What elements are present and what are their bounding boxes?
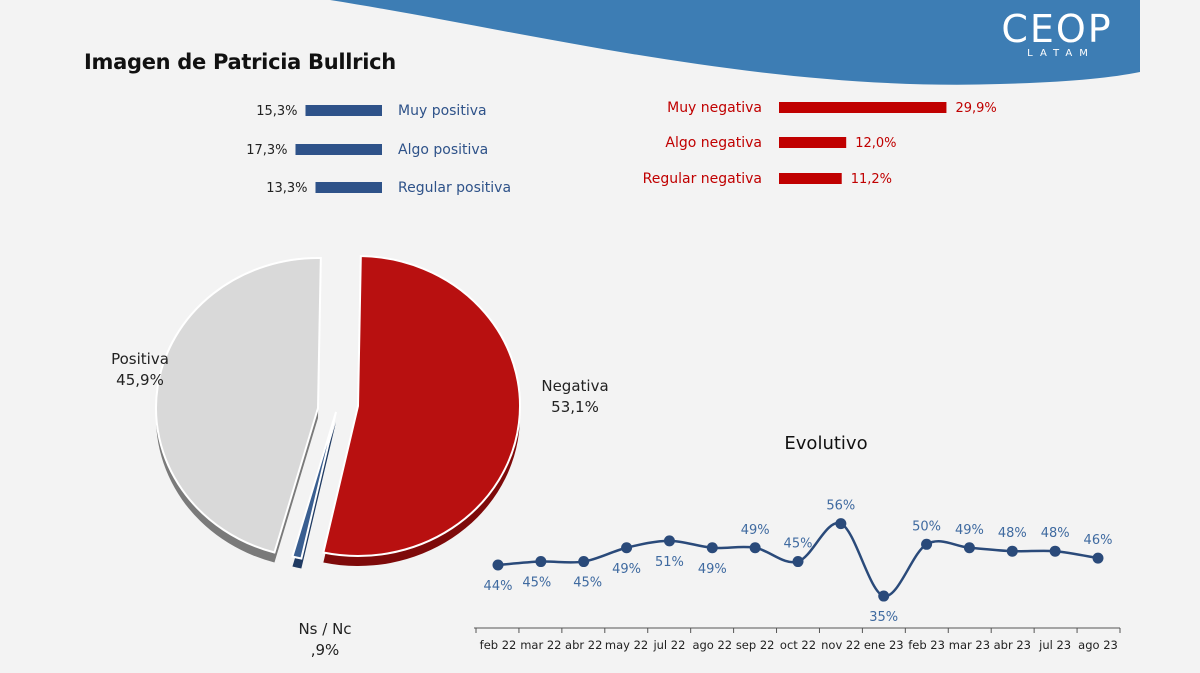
line-data-label: 45% — [784, 537, 813, 552]
pie-slice-negativa — [322, 255, 521, 557]
line-data-label: 49% — [955, 523, 984, 538]
x-tick-label: feb 23 — [908, 638, 945, 652]
line-data-label: 46% — [1084, 533, 1113, 548]
evolution-line-chart: Evolutivo 44% feb 22 45% mar 22 45% abr 22 49% m… — [474, 433, 1121, 652]
pie-label-positiva-name: Positiva — [111, 350, 169, 368]
line-point — [878, 590, 890, 602]
line-data-label: 50% — [912, 519, 941, 534]
line-data-label: 48% — [998, 526, 1027, 541]
line-point — [578, 556, 590, 568]
line-point — [749, 542, 761, 554]
line-data-label: 45% — [573, 576, 602, 591]
line-point — [1006, 545, 1018, 557]
line-point — [621, 542, 633, 554]
bar-value-label: 13,3% — [266, 181, 307, 196]
line-data-label: 51% — [655, 555, 684, 570]
x-tick-label: mar 22 — [520, 638, 561, 652]
line-point — [792, 556, 804, 568]
positive-breakdown-bars: 15,3% Muy positiva 17,3% Algo positiva 13,3%… — [246, 103, 511, 196]
line-data-label: 48% — [1041, 526, 1070, 541]
bar-value-label: 11,2% — [851, 172, 892, 187]
bar-category-label: Algo positiva — [398, 142, 488, 158]
bar-category-label: Regular negativa — [643, 171, 762, 187]
logo-wordmark: CEOP — [1001, 7, 1113, 51]
bar-value-label: 15,3% — [256, 104, 297, 119]
pie-slice-positiva — [155, 257, 322, 554]
line-point — [492, 559, 504, 571]
bar-category-label: Regular positiva — [398, 180, 511, 196]
pie-label-negativa-name: Negativa — [541, 377, 608, 395]
negative-breakdown-bars: 29,9% Muy negativa 12,0% Algo negativa 11,2%… — [643, 100, 997, 187]
line-data-label: 56% — [826, 499, 855, 514]
line-point — [1049, 545, 1061, 557]
pie-label-nsnc-name: Ns / Nc — [298, 620, 351, 638]
line-data-label: 35% — [869, 610, 898, 625]
line-point — [535, 556, 547, 568]
line-point — [1092, 552, 1104, 564]
page-title: Imagen de Patricia Bullrich — [84, 50, 396, 74]
bar-value-label: 12,0% — [855, 136, 896, 151]
bar-regular-positiva — [315, 182, 382, 193]
line-data-label: 45% — [522, 576, 551, 591]
bar-value-label: 29,9% — [955, 101, 996, 116]
line-point — [835, 518, 847, 530]
bar-value-label: 17,3% — [246, 143, 287, 158]
line-point — [963, 542, 975, 554]
x-tick-label: mar 23 — [949, 638, 990, 652]
x-tick-label: jul 22 — [652, 638, 685, 652]
ceop-logo: CEOP LATAM — [998, 8, 1116, 59]
header-wave — [330, 0, 1140, 85]
line-chart-title: Evolutivo — [784, 433, 867, 454]
bar-algo-positiva — [295, 144, 382, 155]
x-tick-label: jul 23 — [1038, 638, 1071, 652]
line-data-label: 49% — [698, 562, 727, 577]
x-tick-label: ene 23 — [864, 638, 904, 652]
pie-label-negativa-value: 53,1% — [551, 398, 599, 416]
bar-category-label: Muy positiva — [398, 103, 487, 119]
pie-slice-ns-nc — [291, 411, 337, 560]
line-data-label: 44% — [484, 579, 513, 594]
x-tick-label: may 22 — [605, 638, 648, 652]
pie-label-positiva-value: 45,9% — [116, 371, 164, 389]
bar-category-label: Muy negativa — [667, 100, 762, 116]
x-tick-label: ago 22 — [692, 638, 732, 652]
logo-subtitle: LATAM — [1027, 48, 1095, 59]
x-tick-label: abr 22 — [565, 638, 602, 652]
line-point — [663, 535, 675, 547]
x-tick-label: ago 23 — [1078, 638, 1118, 652]
bar-algo-negativa — [779, 137, 847, 148]
bar-category-label: Algo negativa — [665, 135, 762, 151]
x-tick-label: abr 23 — [994, 638, 1031, 652]
line-data-label: 49% — [612, 562, 641, 577]
bar-regular-negativa — [779, 173, 842, 184]
line-point — [921, 538, 933, 550]
bar-muy-positiva — [305, 105, 382, 116]
x-tick-label: oct 22 — [780, 638, 816, 652]
x-tick-label: feb 22 — [480, 638, 517, 652]
pie-label-nsnc-value: ,9% — [311, 641, 340, 659]
x-tick-label: sep 22 — [736, 638, 775, 652]
line-point — [706, 542, 718, 554]
bar-muy-negativa — [779, 102, 947, 113]
image-pie-chart: Positiva 45,9% Negativa 53,1% Ns / Nc ,9% — [111, 255, 609, 659]
line-data-label: 49% — [741, 523, 770, 538]
x-tick-label: nov 22 — [821, 638, 860, 652]
